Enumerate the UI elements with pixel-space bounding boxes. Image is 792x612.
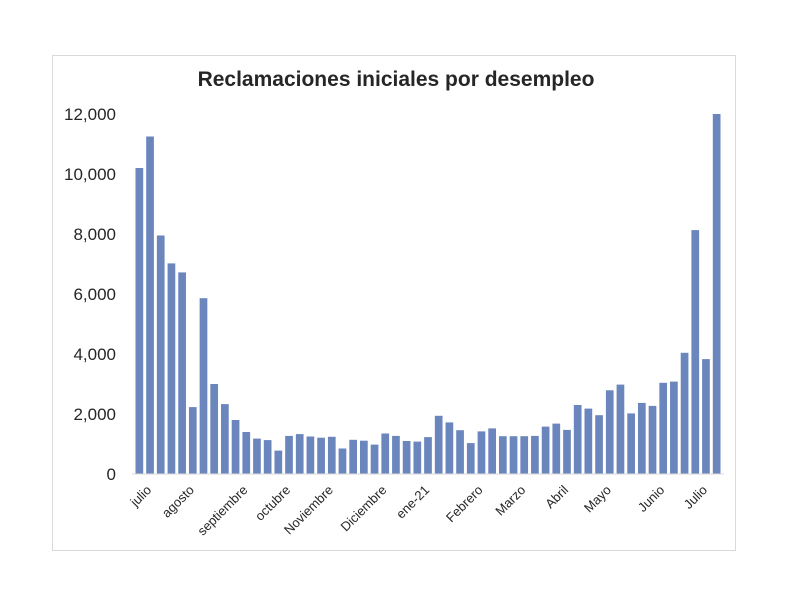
- bar-33: [488, 428, 496, 474]
- bar-3: [167, 263, 176, 474]
- bar-10: [242, 432, 251, 474]
- bar-51: [680, 352, 689, 474]
- bar-14: [285, 435, 293, 474]
- bar-18: [327, 436, 336, 474]
- y-tick-label: 8,000: [73, 225, 116, 244]
- y-tick-label: 2,000: [73, 405, 116, 424]
- x-tick-label-octubre: octubre: [252, 482, 293, 523]
- x-tick-label-julio: Julio: [681, 482, 711, 512]
- bar-46: [627, 413, 635, 474]
- bar-39: [552, 423, 561, 474]
- bar-45: [616, 384, 625, 474]
- bars-group: [135, 114, 721, 474]
- bar-43: [595, 415, 603, 474]
- bar-1: [146, 136, 154, 474]
- bar-44: [605, 390, 614, 474]
- bar-25: [402, 441, 411, 474]
- x-tick-label-junio: Junio: [635, 482, 668, 515]
- x-tick-label-marzo: Marzo: [492, 482, 528, 518]
- x-tick-label-julio: julio: [127, 482, 155, 510]
- bar-17: [317, 437, 325, 474]
- chart-title: Reclamaciones iniciales por desempleo: [197, 68, 595, 91]
- x-tick-label-ene-21: ene-21: [393, 482, 432, 521]
- bar-30: [456, 430, 464, 474]
- y-tick-label: 6,000: [73, 285, 116, 304]
- bar-19: [338, 448, 347, 474]
- x-tick-label-mayo: Mayo: [581, 482, 614, 515]
- bar-5: [188, 407, 197, 474]
- bar-26: [413, 441, 422, 474]
- bar-34: [498, 436, 507, 474]
- bar-54: [712, 114, 721, 474]
- bar-52: [691, 230, 700, 474]
- bar-8: [221, 404, 229, 474]
- bar-2: [156, 235, 165, 474]
- x-tick-label-septiembre: septiembre: [194, 482, 250, 538]
- bar-20: [349, 439, 358, 474]
- bar-27: [424, 437, 432, 474]
- bar-47: [637, 402, 646, 474]
- x-tick-label-abril: Abril: [542, 482, 571, 511]
- bar-15: [295, 434, 304, 474]
- bar-7: [210, 384, 219, 474]
- bar-24: [392, 435, 400, 474]
- x-tick-label-agosto: agosto: [159, 482, 197, 520]
- bar-21: [360, 440, 368, 474]
- bar-41: [573, 405, 582, 474]
- bar-36: [520, 436, 529, 474]
- bar-13: [274, 450, 283, 474]
- bar-48: [648, 405, 657, 474]
- bar-0: [135, 168, 144, 474]
- bar-9: [231, 420, 240, 474]
- y-tick-label: 0: [107, 465, 116, 484]
- bar-16: [306, 436, 315, 474]
- bar-37: [531, 435, 539, 474]
- bar-23: [381, 433, 390, 474]
- bar-11: [253, 438, 261, 474]
- bar-28: [434, 415, 443, 474]
- bar-32: [477, 431, 486, 474]
- bar-50: [670, 381, 678, 474]
- bar-35: [509, 436, 518, 474]
- bar-4: [178, 272, 186, 474]
- bar-42: [584, 408, 593, 474]
- y-tick-label: 4,000: [73, 345, 116, 364]
- bar-29: [445, 422, 454, 474]
- x-tick-label-diciembre: Diciembre: [337, 482, 389, 534]
- y-tick-label: 12,000: [64, 105, 116, 124]
- y-axis: 0 2,000 4,000 6,000 8,000 10,000 12,000: [64, 105, 116, 484]
- bar-38: [541, 426, 550, 474]
- bar-6: [199, 298, 208, 474]
- bar-31: [466, 443, 475, 474]
- bar-12: [263, 440, 272, 474]
- bar-22: [370, 444, 379, 474]
- chart-frame: [52, 55, 736, 551]
- x-tick-label-febrero: Febrero: [443, 482, 486, 525]
- bar-53: [702, 359, 710, 474]
- bar-49: [659, 382, 668, 474]
- bar-40: [563, 429, 571, 474]
- y-tick-label: 10,000: [64, 165, 116, 184]
